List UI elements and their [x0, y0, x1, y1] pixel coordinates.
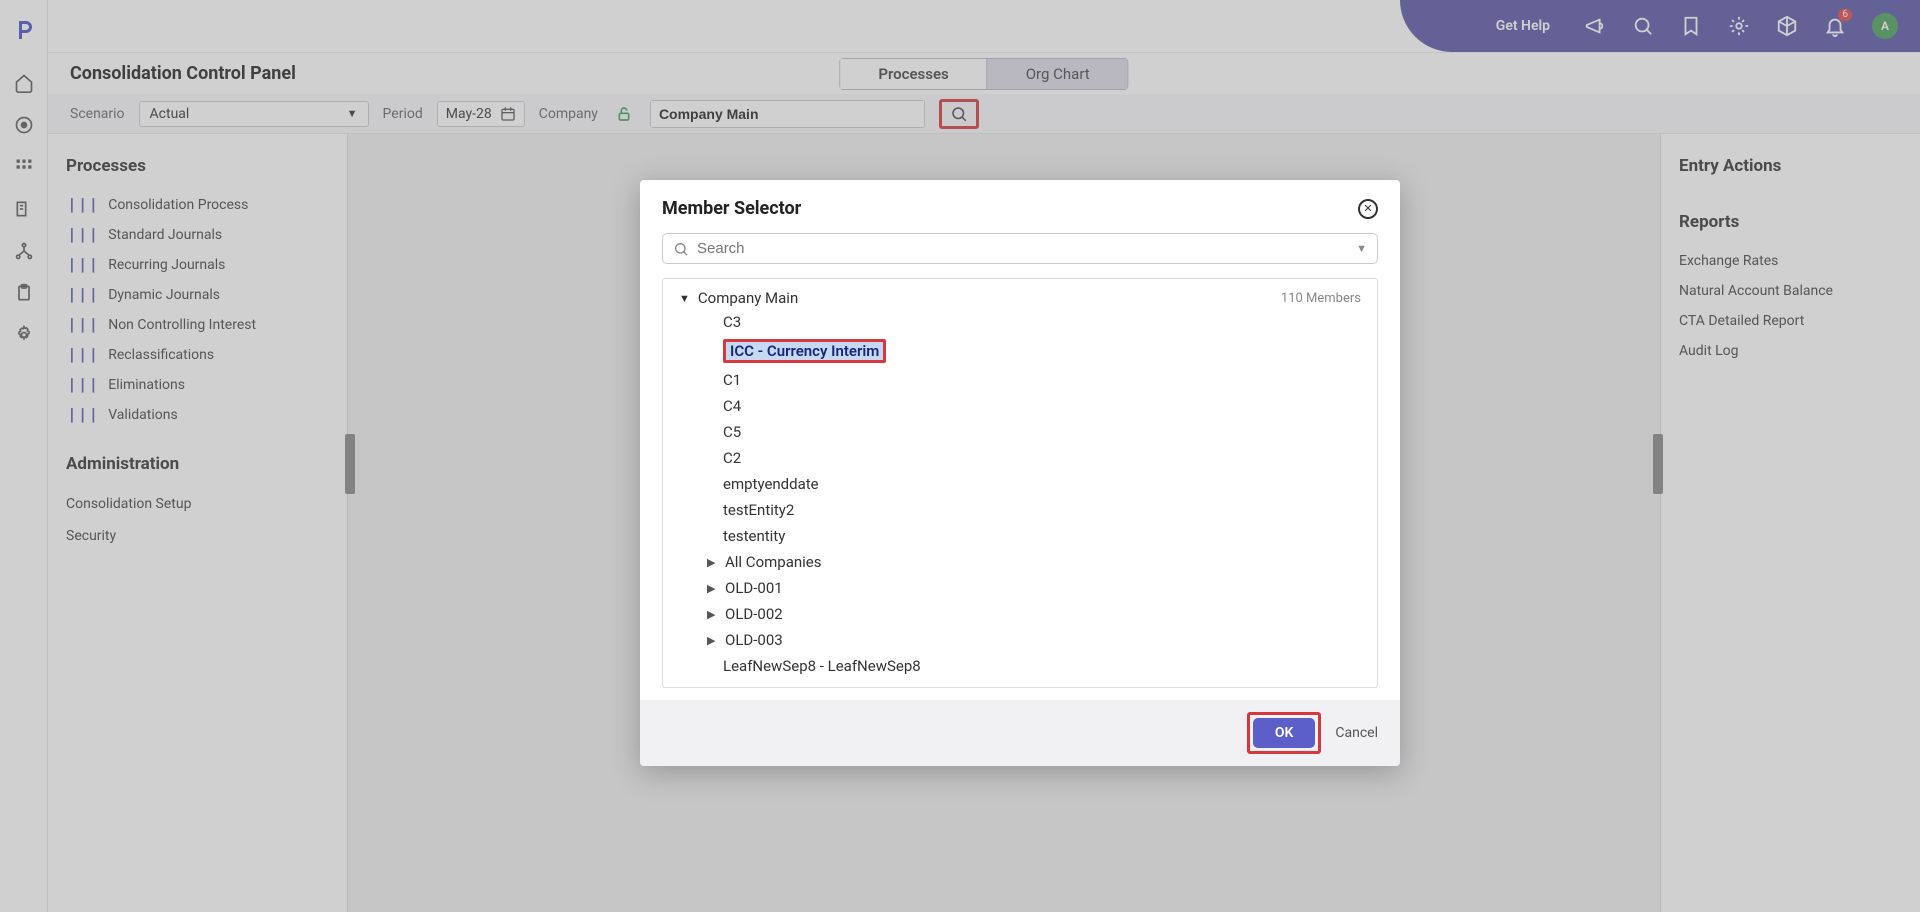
- node-label: testEntity2: [723, 501, 794, 519]
- chevron-down-icon[interactable]: ▼: [1356, 242, 1367, 255]
- node-label: C3: [723, 313, 741, 331]
- tree-node[interactable]: C5: [663, 419, 1377, 445]
- tree-node[interactable]: C2: [663, 445, 1377, 471]
- search-input[interactable]: [697, 240, 1348, 257]
- dialog-title: Member Selector: [662, 198, 801, 219]
- chevron-down-icon[interactable]: ▼: [679, 292, 690, 305]
- tree-root[interactable]: ▼ Company Main 110 Members: [663, 287, 1377, 309]
- tree-node[interactable]: testEntity2: [663, 497, 1377, 523]
- dialog-search[interactable]: ▼: [662, 233, 1378, 264]
- node-label: OLD-003: [725, 631, 783, 649]
- node-label: C5: [723, 423, 741, 441]
- node-label: OLD-001: [725, 579, 783, 597]
- tree-node-expandable[interactable]: ▶ All Companies: [663, 549, 1377, 575]
- chevron-right-icon[interactable]: ▶: [707, 608, 719, 621]
- member-tree: ▼ Company Main 110 Members C3 ICC - Curr…: [662, 278, 1378, 688]
- node-label: OLD-002: [725, 605, 783, 623]
- chevron-right-icon[interactable]: ▶: [707, 634, 719, 647]
- node-label: All Companies: [725, 553, 821, 571]
- dialog-footer: OK Cancel: [640, 700, 1400, 766]
- tree-node-expandable[interactable]: ▶ OLD-003: [663, 627, 1377, 653]
- member-count: 110 Members: [1281, 291, 1361, 306]
- node-label: emptyenddate: [723, 475, 819, 493]
- tree-node[interactable]: C3: [663, 309, 1377, 335]
- tree-node[interactable]: testentity: [663, 523, 1377, 549]
- close-icon[interactable]: ✕: [1358, 199, 1378, 219]
- ok-button[interactable]: OK: [1253, 718, 1316, 748]
- tree-node-expandable[interactable]: ▶ OLD-001: [663, 575, 1377, 601]
- node-label: C1: [723, 371, 741, 389]
- tree-node[interactable]: C1: [663, 367, 1377, 393]
- tree-node[interactable]: C4: [663, 393, 1377, 419]
- node-label: C4: [723, 397, 741, 415]
- root-label: Company Main: [698, 289, 798, 307]
- chevron-right-icon[interactable]: ▶: [707, 582, 719, 595]
- tree-node-selected[interactable]: ICC - Currency Interim: [663, 335, 1377, 367]
- tree-node-expandable[interactable]: ▶ OLD-002: [663, 601, 1377, 627]
- ok-button-highlight: OK: [1247, 712, 1322, 754]
- tree-node[interactable]: LeafNewSep8 - LeafNewSep8: [663, 653, 1377, 679]
- member-selector-dialog: Member Selector ✕ ▼ ▼ Company Main 110 M…: [640, 180, 1400, 766]
- tree-node[interactable]: emptyenddate: [663, 471, 1377, 497]
- cancel-button[interactable]: Cancel: [1335, 725, 1378, 741]
- node-label: C2: [723, 449, 741, 467]
- search-icon: [673, 241, 689, 257]
- selected-node-label: ICC - Currency Interim: [723, 339, 886, 363]
- node-label: testentity: [723, 527, 785, 545]
- chevron-right-icon[interactable]: ▶: [707, 556, 719, 569]
- dialog-header: Member Selector ✕: [640, 180, 1400, 229]
- node-label: LeafNewSep8 - LeafNewSep8: [723, 657, 921, 675]
